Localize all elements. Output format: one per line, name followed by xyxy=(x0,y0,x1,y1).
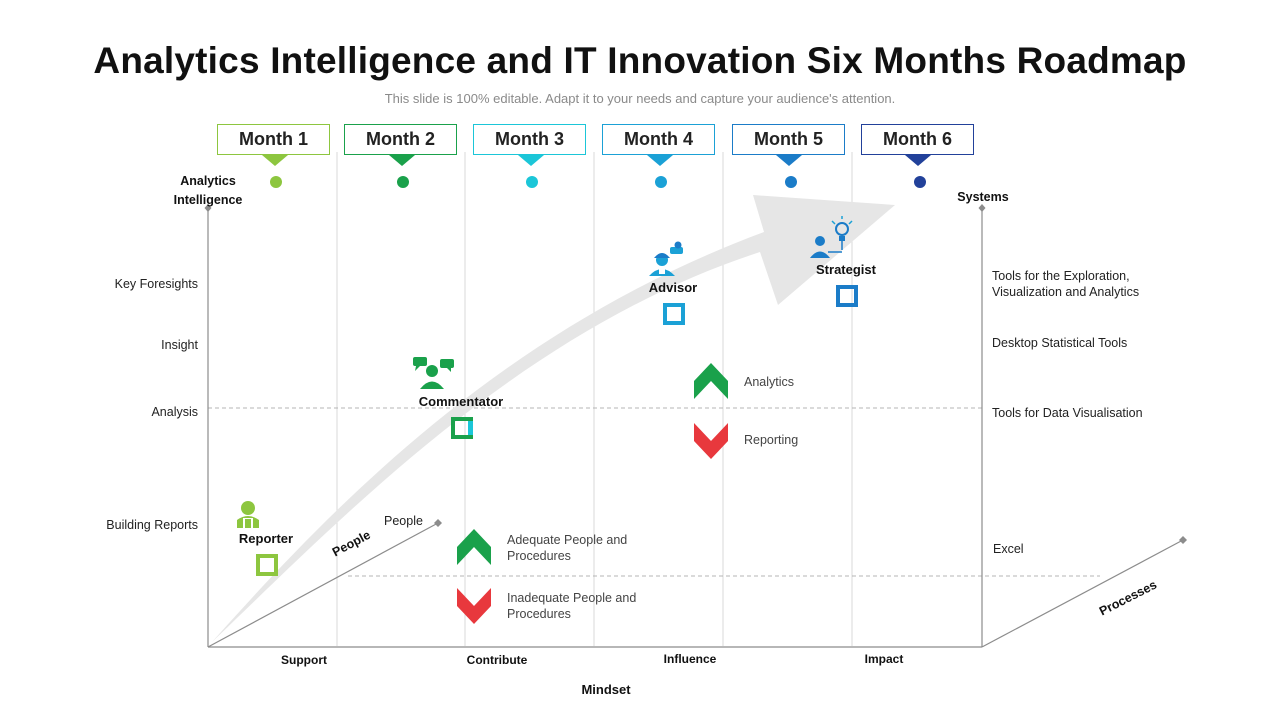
system-excel: Excel xyxy=(993,542,1024,556)
system-data-visualisation-tools: Tools for Data Visualisation xyxy=(992,406,1143,420)
left-axis-title-line1: Analytics xyxy=(180,174,236,188)
inadequate-line2: Procedures xyxy=(507,607,571,621)
system-desktop-statistical-tools: Desktop Statistical Tools xyxy=(992,336,1128,350)
adequate-people-note: Adequate People and Procedures xyxy=(507,532,627,564)
month-1-tab: Month 1 xyxy=(217,124,330,155)
reporter-icon xyxy=(237,501,259,528)
bottom-axis-title: Mindset xyxy=(581,682,631,697)
role-advisor-label: Advisor xyxy=(648,280,698,295)
advisor-marker xyxy=(663,303,685,325)
role-reporter-label: Reporter xyxy=(238,531,294,546)
processes-axis xyxy=(981,539,1184,648)
strategist-icon xyxy=(810,216,853,258)
adequate-line2: Procedures xyxy=(507,549,571,563)
left-axis-title-line2: Intelligence xyxy=(173,193,243,207)
system-exploration-tools: Tools for the Exploration, Visualization… xyxy=(992,268,1139,300)
level-analysis: Analysis xyxy=(151,405,198,419)
month-5-tab: Month 5 xyxy=(732,124,845,155)
mindset-influence: Influence xyxy=(663,652,717,666)
people-axis-top-label: People xyxy=(384,514,423,528)
reporting-down-chevron xyxy=(694,423,728,459)
level-key-foresights: Key Foresights xyxy=(114,277,198,291)
inadequate-line1: Inadequate People and xyxy=(507,591,637,605)
commentator-icon xyxy=(413,357,454,389)
role-commentator-label: Commentator xyxy=(418,394,504,409)
analytics-up-chevron xyxy=(694,363,728,399)
mindset-contribute: Contribute xyxy=(466,653,528,667)
adequate-line1: Adequate People and xyxy=(507,533,628,547)
mindset-support: Support xyxy=(281,653,327,667)
adequate-up-chevron xyxy=(457,529,491,565)
mindset-impact: Impact xyxy=(864,652,904,666)
role-strategist-label: Strategist xyxy=(816,262,876,277)
inadequate-down-chevron xyxy=(457,588,491,624)
reporting-note: Reporting xyxy=(744,433,799,447)
level-insight: Insight xyxy=(161,338,198,352)
month-3-tab: Month 3 xyxy=(473,124,586,155)
left-axis-title: Analytics Intelligence xyxy=(148,172,268,210)
system-item-line2: Visualization and Analytics xyxy=(992,285,1140,299)
month-2-tab: Month 2 xyxy=(344,124,457,155)
right-axis-title: Systems xyxy=(957,190,1009,204)
system-item-line1: Tools for the Exploration, xyxy=(992,269,1130,283)
level-building-reports: Building Reports xyxy=(106,518,198,532)
reporter-marker xyxy=(256,554,278,576)
advisor-icon xyxy=(649,241,683,276)
page-subtitle: This slide is 100% editable. Adapt it to… xyxy=(384,91,896,106)
people-axis xyxy=(207,522,439,648)
page-title: Analytics Intelligence and IT Innovation… xyxy=(93,40,1187,81)
growth-arrow xyxy=(212,195,895,642)
analytics-note: Analytics xyxy=(744,375,795,389)
month-4-tab: Month 4 xyxy=(602,124,715,155)
inadequate-people-note: Inadequate People and Procedures xyxy=(507,590,636,622)
month-6-tab: Month 6 xyxy=(861,124,974,155)
strategist-marker xyxy=(836,285,858,307)
